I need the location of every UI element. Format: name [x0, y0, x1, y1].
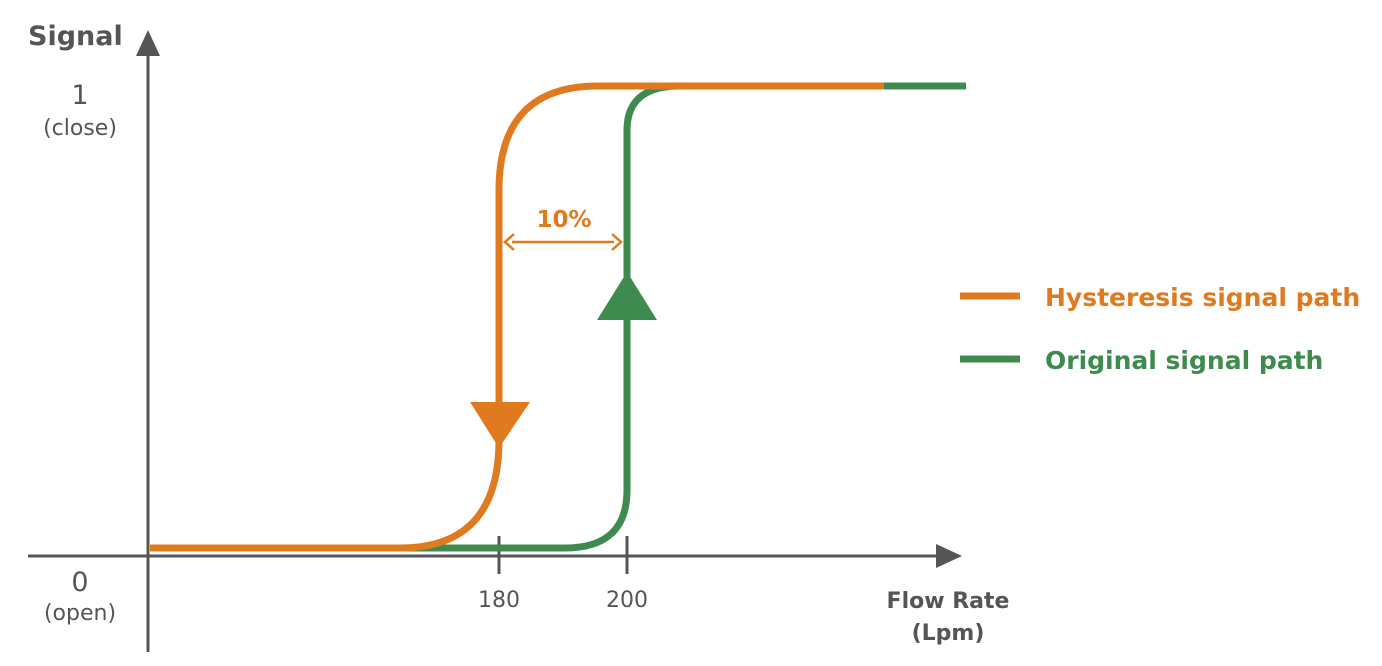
- y-tick-label-0: 0: [71, 567, 88, 598]
- y-tick-sublabel-1: (close): [43, 116, 117, 141]
- y-tick-sublabel-0: (open): [44, 601, 116, 626]
- annotation-label: 10%: [536, 207, 591, 233]
- original-up-arrow: [597, 272, 657, 320]
- x-tick-label-200: 200: [606, 588, 648, 613]
- y-axis-arrow: [136, 30, 160, 56]
- y-axis-title: Signal: [28, 21, 123, 52]
- annotation-arrowhead-right: [611, 233, 623, 251]
- hysteresis-down-arrow: [470, 402, 530, 448]
- x-axis-arrow: [936, 544, 962, 568]
- y-tick-label-1: 1: [71, 80, 88, 111]
- legend-original-label: Original signal path: [1045, 346, 1323, 375]
- legend-hysteresis-label: Hysteresis signal path: [1045, 283, 1360, 312]
- x-tick-label-180: 180: [478, 588, 520, 613]
- original-signal-line: [150, 82, 966, 552]
- annotation-arrowhead-left: [503, 233, 515, 251]
- x-axis-title-line1: Flow Rate: [887, 589, 1010, 614]
- x-axis-title-line2: (Lpm): [912, 621, 985, 646]
- hysteresis-signal-line: [150, 82, 884, 552]
